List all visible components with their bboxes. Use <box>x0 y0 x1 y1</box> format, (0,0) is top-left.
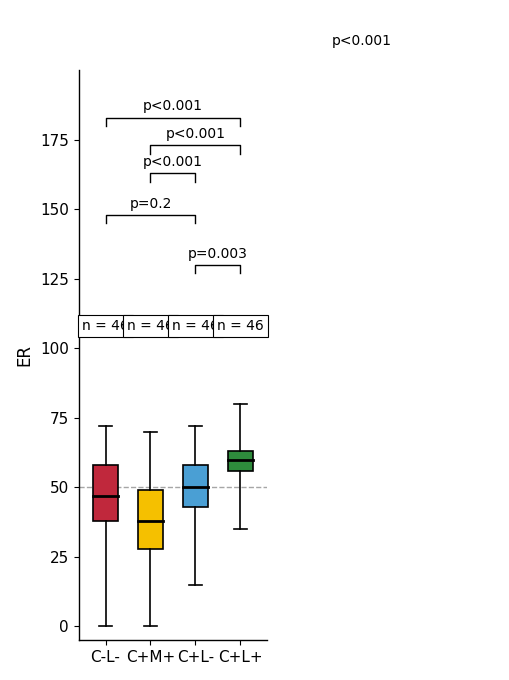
Text: n = 46: n = 46 <box>172 319 218 333</box>
Bar <box>183 465 207 507</box>
Text: p<0.001: p<0.001 <box>143 155 203 169</box>
Text: p<0.001: p<0.001 <box>143 99 203 114</box>
Text: n = 46: n = 46 <box>82 319 129 333</box>
Text: p<0.001: p<0.001 <box>165 127 225 141</box>
Bar <box>138 490 162 549</box>
Y-axis label: ER: ER <box>15 344 33 367</box>
Text: n = 46: n = 46 <box>127 319 174 333</box>
Bar <box>93 465 118 521</box>
Text: p<0.001: p<0.001 <box>331 33 391 48</box>
Bar <box>228 452 252 471</box>
Text: p=0.2: p=0.2 <box>129 197 172 211</box>
Text: p=0.003: p=0.003 <box>188 247 247 261</box>
Text: n = 46: n = 46 <box>217 319 263 333</box>
